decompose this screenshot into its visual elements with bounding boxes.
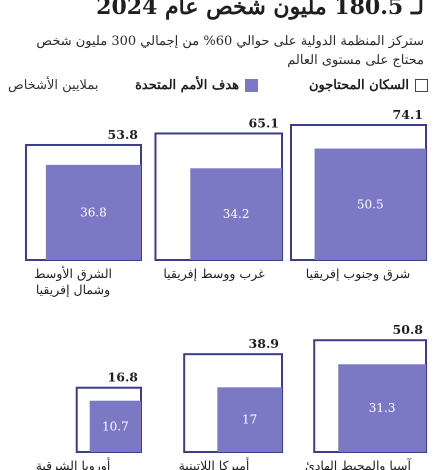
target-square (45, 164, 142, 260)
chart-title: لـ 180.5 مليون شخص عام 2024 (96, 0, 424, 20)
target-value-label: 36.8 (80, 205, 107, 219)
need-value-label: 74.1 (393, 107, 423, 122)
region-label-line: آسيا والمحيط الهادئ (305, 457, 412, 470)
region-label: أوروبا الشرقية (36, 457, 111, 470)
region-label: شرق وجنوب إفريقيا (306, 266, 411, 282)
target-value-label: 34.2 (223, 207, 250, 221)
need-value-label: 50.8 (393, 322, 424, 337)
region-label-line: أوروبا الشرقية (36, 457, 111, 470)
region-label-line: وشمال إفريقيا (36, 282, 110, 298)
target-square (89, 400, 141, 452)
region-label: غرب ووسط إفريقيا (163, 266, 265, 282)
target-value-label: 10.7 (102, 419, 129, 433)
legend-item-need: السكان المحتاجون (309, 78, 428, 93)
need-value-label: 53.8 (108, 127, 139, 142)
need-value-label: 38.9 (249, 336, 279, 351)
need-value-label: 65.1 (249, 115, 279, 130)
region-label: الشرق الأوسط وشمال إفريقيا (34, 265, 112, 298)
region-label: أميركا اللاتينيةوالكاريبي (179, 457, 250, 470)
target-square (338, 364, 426, 452)
legend-label-target: هدف الأمم المتحدة (135, 78, 239, 93)
legend: السكان المحتاجون هدف الأمم المتحدة بملاي… (8, 78, 428, 98)
target-square (190, 168, 282, 260)
region-label-line: غرب ووسط إفريقيا (163, 266, 265, 282)
legend-swatch-need (415, 79, 428, 92)
need-value-label: 16.8 (108, 370, 139, 385)
region-label-line: شرق وجنوب إفريقيا (306, 266, 411, 282)
target-square (314, 148, 426, 260)
target-square (217, 387, 282, 452)
legend-swatch-target (245, 79, 258, 92)
target-value-label: 17 (242, 413, 257, 427)
unit-note: بملايين الأشخاص (8, 78, 99, 93)
region-label: آسيا والمحيط الهادئ (305, 457, 412, 470)
target-value-label: 50.5 (357, 197, 384, 211)
region-label-line: الشرق الأوسط (34, 265, 112, 282)
region-label-line: أميركا اللاتينية (179, 457, 250, 470)
target-value-label: 31.3 (369, 401, 396, 415)
legend-item-target: هدف الأمم المتحدة (135, 78, 258, 93)
legend-label-need: السكان المحتاجون (308, 78, 409, 93)
chart-subtitle: ستركز المنظمة الدولية على حوالي 60% من إ… (36, 34, 424, 68)
